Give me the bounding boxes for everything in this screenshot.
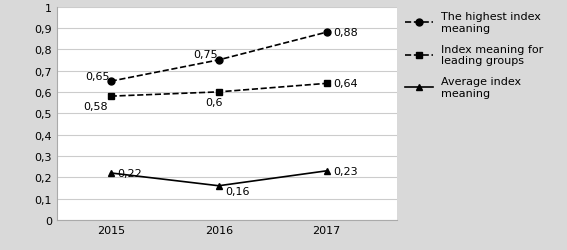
Text: 0,6: 0,6 (205, 97, 222, 107)
The highest index
meaning (215, 59, 222, 62)
Average index
meaning (323, 170, 330, 172)
The highest index
meaning (323, 32, 330, 34)
Index meaning for
leading groups (215, 91, 222, 94)
Text: 0,88: 0,88 (333, 28, 358, 38)
Text: 0,75: 0,75 (194, 50, 218, 60)
Line: Average index
meaning: Average index meaning (107, 168, 330, 190)
Index meaning for
leading groups (107, 95, 114, 98)
Text: 0,64: 0,64 (333, 79, 358, 89)
Text: 0,58: 0,58 (83, 102, 108, 112)
Text: 0,65: 0,65 (86, 71, 110, 81)
Legend: The highest index
meaning, Index meaning for
leading groups, Average index
meani: The highest index meaning, Index meaning… (400, 8, 548, 103)
Average index
meaning (107, 172, 114, 175)
Index meaning for
leading groups (323, 82, 330, 86)
The highest index
meaning (107, 80, 114, 83)
Line: The highest index
meaning: The highest index meaning (107, 30, 330, 85)
Average index
meaning (215, 184, 222, 188)
Text: 0,23: 0,23 (333, 166, 358, 176)
Text: 0,22: 0,22 (117, 168, 142, 178)
Line: Index meaning for
leading groups: Index meaning for leading groups (107, 80, 330, 100)
Text: 0,16: 0,16 (226, 186, 250, 196)
